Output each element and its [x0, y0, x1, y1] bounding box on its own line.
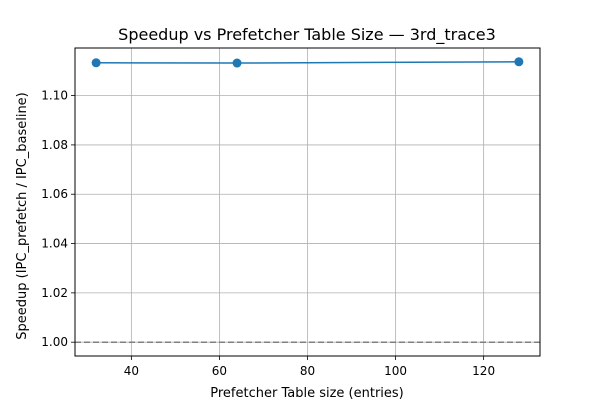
- y-axis-label: Speedup (IPC_prefetch / IPC_baseline): [15, 92, 30, 339]
- x-tick-label: 60: [212, 364, 227, 378]
- chart-title: Speedup vs Prefetcher Table Size — 3rd_t…: [118, 25, 496, 45]
- x-tick-label: 120: [472, 364, 495, 378]
- x-tick-label: 40: [124, 364, 139, 378]
- y-tick-label: 1.02: [41, 286, 68, 300]
- y-tick-label: 1.08: [41, 138, 68, 152]
- x-tick-label: 80: [300, 364, 315, 378]
- x-tick-label: 100: [384, 364, 407, 378]
- data-point: [232, 58, 242, 68]
- y-tick-label: 1.00: [41, 335, 68, 349]
- axis-ticks: 40 60 80 100 120 1.00 1.02 1.04 1.06 1.08 1.10: [41, 89, 495, 378]
- x-axis-label: Prefetcher Table size (entries): [210, 386, 404, 400]
- y-tick-label: 1.04: [41, 237, 68, 251]
- series-group: [91, 57, 524, 68]
- data-point: [514, 57, 524, 67]
- y-tick-label: 1.10: [41, 89, 68, 103]
- y-tick-label: 1.06: [41, 187, 68, 201]
- data-point: [91, 58, 101, 68]
